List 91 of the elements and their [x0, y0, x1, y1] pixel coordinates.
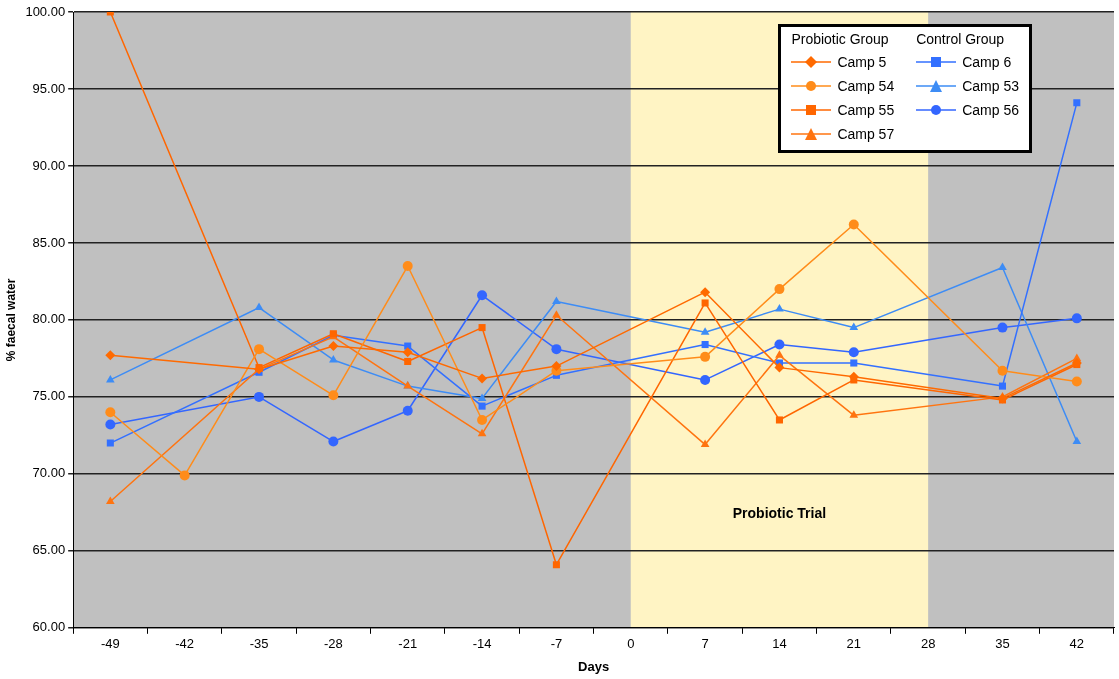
point: [774, 284, 785, 295]
x-tick-label: 35: [995, 636, 1010, 652]
x-tick-label: 0: [627, 636, 635, 652]
x-tick-label: 42: [1069, 636, 1085, 652]
point: [477, 393, 487, 401]
point: [179, 470, 190, 481]
point: [254, 391, 265, 402]
point: [774, 362, 785, 373]
annotation: Control Group: [916, 31, 1006, 47]
point: [775, 416, 783, 424]
point: [551, 361, 562, 372]
legend-label: Camp 54: [837, 78, 895, 94]
y-tick-label: 95.00: [32, 80, 66, 96]
y-tick-label: 85.00: [32, 234, 66, 250]
point: [700, 374, 711, 385]
x-tick-label: -21: [398, 636, 418, 652]
point: [254, 344, 265, 355]
point: [402, 347, 413, 358]
point: [998, 262, 1007, 271]
point: [328, 341, 339, 352]
point: [551, 344, 562, 355]
x-tick-label: 14: [772, 636, 787, 652]
y-tick-label: 100.00: [25, 3, 66, 19]
legend-label: Camp 56: [962, 102, 1019, 118]
x-tick-label: -35: [249, 636, 269, 652]
point: [105, 419, 116, 430]
point: [328, 390, 339, 401]
point: [1072, 436, 1082, 445]
y-tick-label: 60.00: [32, 619, 66, 635]
point: [850, 359, 858, 367]
point: [849, 410, 859, 418]
point: [1071, 376, 1082, 387]
x-tick-label: -49: [100, 636, 120, 652]
point: [552, 310, 561, 318]
x-tick-label: -14: [472, 636, 492, 652]
point: [1073, 99, 1081, 107]
point: [848, 219, 859, 230]
band-label: Probiotic Trial: [732, 504, 827, 521]
x-axis-title: Days: [578, 658, 610, 674]
point: [552, 296, 561, 304]
point: [328, 436, 339, 447]
point: [701, 299, 709, 307]
y-tick-label: 75.00: [32, 388, 66, 404]
point: [997, 322, 1008, 333]
legend-label: Camp 6: [962, 54, 1012, 70]
point: [552, 561, 560, 569]
point: [478, 402, 486, 410]
legend-label: Camp 55: [837, 102, 895, 118]
point: [700, 439, 710, 448]
point: [998, 382, 1007, 390]
x-tick-label: -7: [550, 636, 563, 652]
point: [700, 327, 710, 335]
point: [106, 374, 115, 383]
point: [329, 354, 338, 363]
point: [105, 350, 116, 361]
point: [254, 302, 264, 311]
x-tick-label: -28: [323, 636, 343, 652]
point: [106, 439, 114, 447]
point: [477, 290, 488, 301]
point: [849, 322, 859, 331]
point: [775, 350, 784, 358]
point: [848, 347, 859, 358]
y-tick-label: 65.00: [32, 542, 66, 558]
legend-label: Camp 5: [837, 54, 887, 70]
x-tick-label: 7: [701, 636, 709, 652]
point: [477, 428, 487, 437]
annotation: Probiotic Group: [791, 31, 890, 47]
point: [774, 339, 785, 350]
y-tick-label: 70.00: [32, 465, 66, 481]
x-tick-label: 21: [846, 636, 862, 652]
point: [997, 365, 1008, 376]
point: [1071, 313, 1082, 324]
point: [700, 287, 711, 298]
x-tick-label: 28: [920, 636, 936, 652]
point: [402, 261, 413, 272]
point: [106, 496, 115, 505]
point: [700, 351, 711, 362]
point: [402, 405, 413, 416]
point: [477, 414, 488, 425]
point: [477, 373, 488, 384]
y-tick-label: 90.00: [32, 157, 66, 173]
point: [701, 341, 709, 349]
point: [105, 407, 116, 418]
legend-label: Camp 57: [837, 126, 895, 142]
point: [478, 324, 486, 332]
y-axis-title: % faecal water: [3, 278, 18, 362]
y-tick-label: 80.00: [32, 311, 66, 327]
legend-label: Camp 53: [962, 78, 1019, 94]
point: [404, 357, 412, 365]
point: [775, 304, 784, 312]
x-tick-label: -42: [175, 636, 195, 652]
